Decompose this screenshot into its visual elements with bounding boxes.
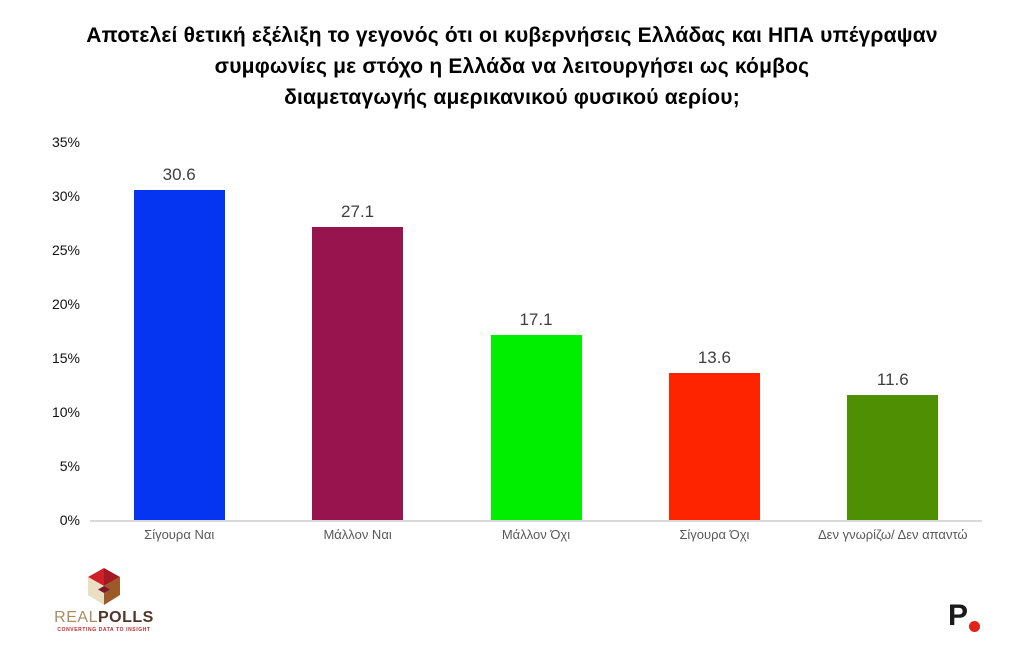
bar-value-label: 11.6 [876,369,909,389]
chart-title: Αποτελεί θετική εξέλιξη το γεγονός ότι ο… [40,20,984,113]
realpolls-cube-icon [88,568,120,605]
realpolls-tagline: CONVERTING DATA TO INSIGHT [57,627,151,633]
y-tick-label: 20% [51,296,80,312]
bar-category-label: Μάλλον Ναι [323,527,392,542]
bar-value-label: 27.1 [341,202,375,222]
bar-value-label: 13.6 [697,348,731,368]
y-tick-label: 30% [51,188,80,204]
bar-5 [847,394,939,520]
y-tick-label: 0% [59,512,80,528]
y-tick-label: 5% [59,458,80,474]
p-logo-letter: P [948,599,969,632]
bar-2 [312,227,404,520]
bar-category-label: Σίγουρα Ναι [144,527,215,542]
x-axis-baseline [90,520,982,522]
bar-category-label: Σίγουρα Όχι [679,527,750,542]
realpolls-word-polls: POLLS [97,609,154,626]
p-logo-dot-icon [969,621,980,632]
bar-1 [133,189,225,520]
realpolls-word-real: REAL [54,609,98,626]
realpolls-logo: REALPOLLS CONVERTING DATA TO INSIGHT [44,567,164,642]
chart-title-line-3: διαμεταγωγής αμερικανικού φυσικού αερίου… [284,86,740,109]
y-tick-label: 15% [51,350,80,366]
realpolls-wordmark: REALPOLLS [44,609,164,626]
chart-title-line-1: Αποτελεί θετική εξέλιξη το γεγονός ότι ο… [86,24,938,47]
bar-3 [490,335,582,520]
bar-value-label: 17.1 [519,310,553,330]
bar-value-label: 30.6 [162,164,196,184]
bar-category-label: Δεν γνωρίζω/ Δεν απαντώ [818,527,968,542]
y-tick-label: 25% [51,242,80,258]
chart-title-line-2: συμφωνίες με στόχο η Ελλάδα να λειτουργή… [214,55,810,78]
bar-category-label: Μάλλον Όχι [501,527,571,542]
y-tick-label: 35% [51,134,80,150]
bar-4 [668,373,760,520]
y-tick-label: 10% [51,404,80,420]
p-logo: P [948,601,988,641]
